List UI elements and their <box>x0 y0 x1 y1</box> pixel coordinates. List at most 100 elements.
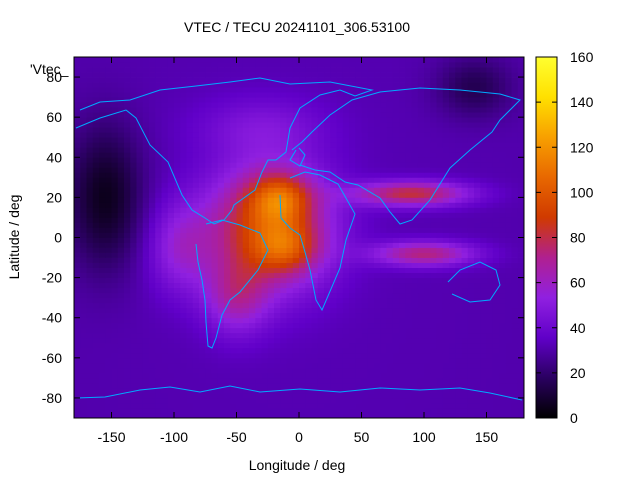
heatmap-cell <box>405 267 412 273</box>
heatmap-cell <box>374 162 381 168</box>
heatmap-cell <box>311 222 319 228</box>
heatmap-cell <box>517 202 525 208</box>
heatmap-cell <box>286 202 294 208</box>
heatmap-cell <box>305 272 312 279</box>
heatmap-cell <box>474 202 481 208</box>
heatmap-cell <box>511 77 519 83</box>
heatmap-cell <box>86 217 94 223</box>
heatmap-cell <box>80 402 87 409</box>
heatmap-cell <box>211 202 219 208</box>
heatmap-cell <box>111 237 119 243</box>
heatmap-cell <box>361 297 369 304</box>
heatmap-cell <box>336 287 344 294</box>
heatmap-cell <box>105 287 112 294</box>
heatmap-cell <box>192 292 200 299</box>
heatmap-cell <box>486 217 494 223</box>
heatmap-cell <box>361 237 369 243</box>
heatmap-cell <box>349 112 356 118</box>
heatmap-cell <box>230 132 237 138</box>
heatmap-cell <box>424 87 431 93</box>
heatmap-cell <box>455 112 462 118</box>
heatmap-cell <box>499 222 506 228</box>
heatmap-cell <box>286 212 294 218</box>
heatmap-cell <box>305 207 312 213</box>
heatmap-cell <box>211 312 219 319</box>
heatmap-cell <box>492 392 500 399</box>
heatmap-cell <box>180 352 187 359</box>
heatmap-cell <box>505 177 512 183</box>
heatmap-cell <box>267 302 275 309</box>
heatmap-cell <box>492 247 500 253</box>
heatmap-cell <box>467 92 475 98</box>
heatmap-cell <box>180 172 187 178</box>
heatmap-cell <box>142 287 150 294</box>
heatmap-cell <box>74 232 81 238</box>
heatmap-cell <box>136 307 144 314</box>
heatmap-cell <box>361 392 369 399</box>
heatmap-cell <box>161 107 169 113</box>
heatmap-cell <box>399 272 406 279</box>
heatmap-cell <box>349 282 356 289</box>
heatmap-cell <box>405 382 412 389</box>
heatmap-cell <box>236 362 244 369</box>
heatmap-cell <box>180 387 187 394</box>
heatmap-cell <box>211 362 219 369</box>
heatmap-cell <box>424 192 431 198</box>
heatmap-cell <box>305 257 312 263</box>
heatmap-cell <box>324 197 331 203</box>
heatmap-cell <box>224 77 231 83</box>
heatmap-cell <box>361 232 369 238</box>
heatmap-cell <box>299 222 306 228</box>
heatmap-cell <box>161 372 169 379</box>
heatmap-cell <box>92 142 100 148</box>
heatmap-cell <box>405 307 412 314</box>
heatmap-cell <box>249 187 256 193</box>
heatmap-cell <box>449 122 456 128</box>
heatmap-cell <box>136 282 144 289</box>
heatmap-cell <box>299 217 306 223</box>
heatmap-cell <box>80 132 87 138</box>
heatmap-cell <box>399 397 406 404</box>
heatmap-cell <box>449 322 456 329</box>
heatmap-cell <box>292 282 300 289</box>
heatmap-cell <box>105 87 112 93</box>
heatmap-cell <box>261 267 269 273</box>
heatmap-cell <box>117 227 125 233</box>
heatmap-cell <box>492 82 500 88</box>
heatmap-cell <box>111 192 119 198</box>
heatmap-cell <box>467 192 475 198</box>
heatmap-cell <box>105 357 112 364</box>
heatmap-cell <box>167 262 175 268</box>
heatmap-cell <box>130 82 137 88</box>
heatmap-cell <box>474 397 481 404</box>
heatmap-cell <box>417 182 425 188</box>
heatmap-cell <box>130 167 137 173</box>
heatmap-cell <box>124 117 131 123</box>
heatmap-cell <box>224 152 231 158</box>
heatmap-cell <box>224 317 231 324</box>
heatmap-cell <box>430 282 437 289</box>
heatmap-cell <box>305 327 312 334</box>
heatmap-cell <box>174 167 181 173</box>
heatmap-cell <box>430 247 437 253</box>
heatmap-cell <box>392 402 400 409</box>
heatmap-cell <box>205 107 212 113</box>
heatmap-cell <box>149 282 156 289</box>
heatmap-cell <box>86 212 94 218</box>
heatmap-cell <box>167 382 175 389</box>
heatmap-cell <box>449 222 456 228</box>
heatmap-cell <box>242 332 250 339</box>
heatmap-cell <box>242 192 250 198</box>
heatmap-cell <box>461 332 469 339</box>
heatmap-cell <box>355 277 362 284</box>
heatmap-cell <box>424 322 431 329</box>
heatmap-cell <box>136 92 144 98</box>
heatmap-cell <box>92 382 100 389</box>
heatmap-cell <box>249 137 256 143</box>
heatmap-cell <box>324 237 331 243</box>
heatmap-cell <box>192 307 200 314</box>
heatmap-cell <box>511 127 519 133</box>
heatmap-cell <box>286 412 294 419</box>
heatmap-cell <box>149 227 156 233</box>
heatmap-cell <box>336 352 344 359</box>
